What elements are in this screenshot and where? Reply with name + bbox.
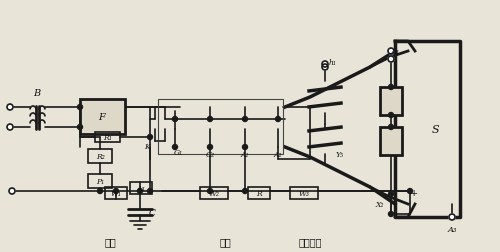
Bar xyxy=(248,187,270,199)
Circle shape xyxy=(9,188,15,194)
Circle shape xyxy=(208,189,212,194)
Bar xyxy=(380,128,402,155)
Text: G₂: G₂ xyxy=(206,150,214,158)
Bar xyxy=(380,88,402,115)
Text: K: K xyxy=(144,142,150,150)
Text: B: B xyxy=(34,88,40,97)
Circle shape xyxy=(138,189,142,194)
Text: A₃: A₃ xyxy=(137,184,145,192)
Text: P₁: P₁ xyxy=(96,177,104,185)
Text: h₁: h₁ xyxy=(329,59,337,67)
Text: W₂: W₂ xyxy=(208,189,220,197)
Text: S: S xyxy=(431,124,439,135)
Text: A₂: A₂ xyxy=(274,150,282,158)
Bar xyxy=(88,174,112,188)
Text: A₁: A₁ xyxy=(241,150,249,158)
Circle shape xyxy=(276,117,280,122)
Circle shape xyxy=(242,145,248,150)
Text: G₁: G₁ xyxy=(174,148,182,156)
Circle shape xyxy=(148,135,152,140)
Circle shape xyxy=(148,189,152,194)
Text: F: F xyxy=(98,112,105,121)
Circle shape xyxy=(388,49,394,55)
Text: +: + xyxy=(410,189,418,198)
Bar xyxy=(200,187,228,199)
Bar xyxy=(95,133,120,142)
Circle shape xyxy=(78,105,82,110)
Text: W₁: W₁ xyxy=(110,189,122,197)
Text: A₁: A₁ xyxy=(390,48,400,56)
Circle shape xyxy=(208,145,212,150)
Circle shape xyxy=(7,124,13,131)
Bar xyxy=(80,100,125,135)
Circle shape xyxy=(172,117,178,122)
Circle shape xyxy=(322,65,328,71)
Text: X₂: X₂ xyxy=(376,200,384,208)
Text: W₃: W₃ xyxy=(298,189,310,197)
Bar xyxy=(158,100,283,154)
Bar xyxy=(88,149,112,163)
Circle shape xyxy=(408,189,412,194)
Text: 辅助聚焦: 辅助聚焦 xyxy=(298,238,322,246)
Text: 亮度: 亮度 xyxy=(104,238,116,246)
Circle shape xyxy=(114,189,118,194)
Circle shape xyxy=(7,105,13,111)
Bar xyxy=(105,187,127,199)
Text: R: R xyxy=(256,189,262,197)
Circle shape xyxy=(388,212,394,217)
Text: R₂: R₂ xyxy=(96,152,104,160)
Circle shape xyxy=(388,85,394,90)
Circle shape xyxy=(388,125,394,130)
Circle shape xyxy=(98,189,102,194)
Text: 聚焦: 聚焦 xyxy=(219,238,231,246)
Circle shape xyxy=(78,125,82,130)
Circle shape xyxy=(449,214,455,220)
Text: C: C xyxy=(148,209,156,218)
Circle shape xyxy=(172,145,178,150)
Circle shape xyxy=(208,117,212,122)
Circle shape xyxy=(242,189,248,194)
Circle shape xyxy=(388,192,394,197)
Bar xyxy=(130,182,152,194)
Circle shape xyxy=(388,57,394,63)
Text: Y₅: Y₅ xyxy=(336,150,344,158)
Text: R₁: R₁ xyxy=(102,134,112,141)
Text: A₃: A₃ xyxy=(448,225,456,233)
Circle shape xyxy=(388,113,394,118)
Bar xyxy=(290,187,318,199)
Circle shape xyxy=(242,117,248,122)
Circle shape xyxy=(322,62,328,68)
